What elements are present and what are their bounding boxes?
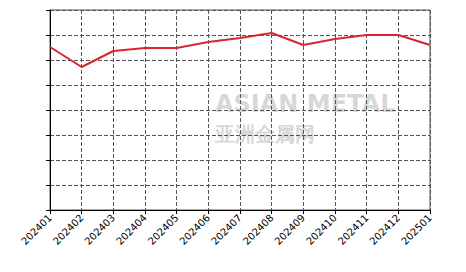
svg-text:202404: 202404 — [114, 212, 149, 247]
svg-text:202401: 202401 — [19, 212, 54, 247]
svg-text:202407: 202407 — [209, 212, 244, 247]
svg-text:亚洲金属网: 亚洲金属网 — [214, 122, 315, 146]
svg-text:202403: 202403 — [82, 212, 117, 247]
svg-text:202409: 202409 — [272, 212, 307, 247]
svg-text:202406: 202406 — [177, 212, 212, 247]
svg-text:202402: 202402 — [51, 212, 86, 247]
svg-text:ASIAN METAL: ASIAN METAL — [215, 90, 395, 118]
svg-text:202408: 202408 — [241, 212, 276, 247]
svg-text:202405: 202405 — [146, 212, 181, 247]
svg-text:202501: 202501 — [399, 212, 434, 247]
svg-text:202411: 202411 — [336, 212, 371, 247]
svg-text:202412: 202412 — [367, 212, 402, 247]
svg-text:202410: 202410 — [304, 212, 339, 247]
